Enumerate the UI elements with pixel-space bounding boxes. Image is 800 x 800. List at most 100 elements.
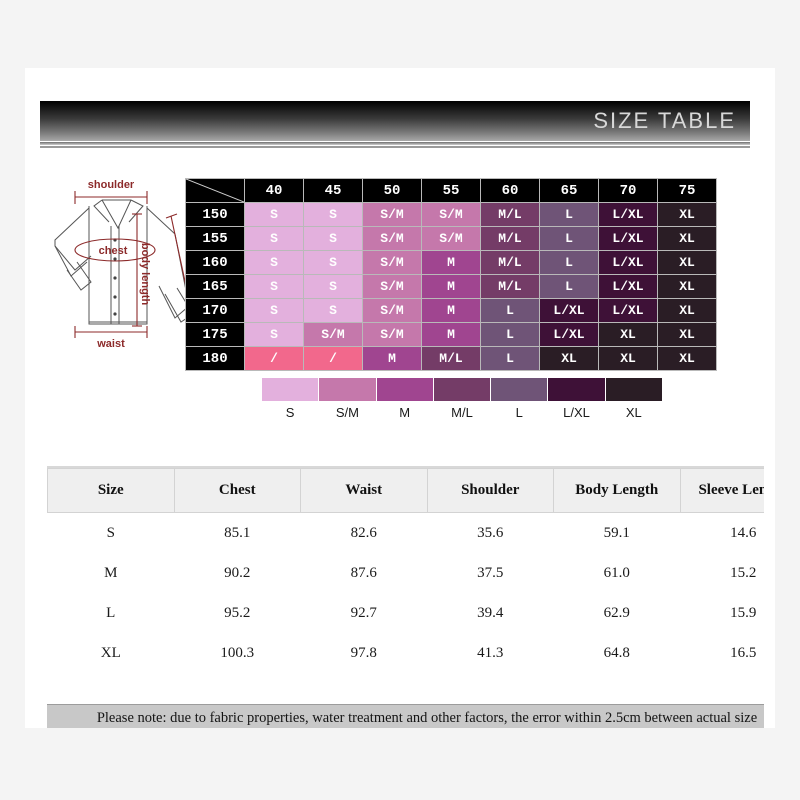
matrix-row: 175 S S/M S/M M L L/XL XL XL	[186, 323, 716, 346]
disclaimer-line-1: Please note: due to fabric properties, w…	[96, 710, 758, 726]
matrix-row-header-150: 150	[186, 203, 244, 226]
measurement-row: XL 100.3 97.8 41.3 64.8 16.5	[47, 633, 764, 673]
matrix-cell: /	[304, 347, 362, 370]
matrix-col-header-65: 65	[540, 179, 598, 202]
legend-swatch-l	[491, 378, 548, 401]
measurement-row: L 95.2 92.7 39.4 62.9 15.9	[47, 593, 764, 633]
measurement-cell-size: M	[47, 553, 175, 593]
matrix-cell: XL	[599, 347, 657, 370]
size-matrix-table: 40 45 50 55 60 65 70 75 150 S S S/M S/M M/L L L/XL XL 15…	[185, 178, 717, 371]
measurement-cell-size: XL	[47, 633, 175, 673]
matrix-cell: S	[245, 251, 303, 274]
legend-swatch-m	[376, 378, 433, 401]
diagram-label-chest: chest	[99, 245, 128, 257]
matrix-cell: M	[363, 347, 421, 370]
measurement-cell-body-length: 59.1	[553, 512, 681, 553]
matrix-row-header-170: 170	[186, 299, 244, 322]
legend-swatch-row	[262, 378, 662, 401]
matrix-row-header-155: 155	[186, 227, 244, 250]
measurement-cell-shoulder: 39.4	[426, 593, 554, 633]
matrix-cell: XL	[658, 275, 716, 298]
matrix-cell: M/L	[481, 275, 539, 298]
diagram-label-body-length: body length	[139, 243, 151, 306]
legend-swatch-l-xl	[548, 378, 605, 401]
matrix-cell: M	[422, 299, 480, 322]
matrix-cell: L/XL	[540, 323, 598, 346]
measurement-col-header: Shoulder	[426, 468, 554, 513]
matrix-cell: L/XL	[599, 275, 657, 298]
matrix-cell: S	[304, 203, 362, 226]
banner-rule-top	[40, 142, 750, 145]
matrix-header-row: 40 45 50 55 60 65 70 75	[186, 179, 716, 202]
measurement-cell-waist: 87.6	[300, 553, 428, 593]
shirt-measurement-diagram: shoulder chest waist body length sleeve	[47, 166, 202, 356]
matrix-cell: XL	[658, 203, 716, 226]
measurement-cell-sleeve-length: 16.5	[679, 633, 764, 673]
matrix-row: 170 S S S/M M L L/XL L/XL XL	[186, 299, 716, 322]
matrix-cell: L	[540, 275, 598, 298]
matrix-cell: M/L	[481, 227, 539, 250]
measurement-col-header: Size	[47, 468, 175, 513]
matrix-cell: S/M	[304, 323, 362, 346]
size-table-banner: SIZE TABLE	[40, 101, 750, 141]
matrix-cell: L	[540, 227, 598, 250]
measurement-cell-shoulder: 35.6	[426, 512, 554, 553]
measurement-cell-body-length: 61.0	[553, 553, 681, 593]
matrix-cell: XL	[658, 299, 716, 322]
legend-label-m: M	[399, 405, 411, 420]
legend-label-m-l: M/L	[451, 405, 473, 420]
matrix-cell: S/M	[422, 227, 480, 250]
measurement-header-row: Size Chest Waist Shoulder Body Length Sleeve …	[47, 468, 764, 513]
measurement-cell-body-length: 62.9	[553, 593, 681, 633]
matrix-cell: L	[481, 299, 539, 322]
measurement-cell-sleeve-length: 14.6	[679, 512, 764, 553]
matrix-cell: M/L	[481, 203, 539, 226]
matrix-cell: S/M	[363, 203, 421, 226]
matrix-cell: L/XL	[540, 299, 598, 322]
matrix-cell: S/M	[363, 251, 421, 274]
diagram-label-shoulder: shoulder	[88, 179, 135, 191]
matrix-cell: S	[304, 275, 362, 298]
legend-swatch-s	[262, 378, 319, 401]
measurement-col-header: Waist	[300, 468, 428, 513]
measurement-cell-shoulder: 41.3	[426, 633, 554, 673]
measurement-cell-waist: 97.8	[300, 633, 428, 673]
matrix-cell: M/L	[422, 347, 480, 370]
legend-label-s-m: S/M	[335, 405, 359, 420]
matrix-col-header-75: 75	[658, 179, 716, 202]
matrix-row: 180// M M/L L XL XL XL	[186, 347, 716, 370]
measurement-cell-chest: 100.3	[173, 633, 301, 673]
matrix-col-header-70: 70	[599, 179, 657, 202]
measurement-cell-body-length: 64.8	[553, 633, 681, 673]
matrix-cell: S/M	[363, 299, 421, 322]
matrix-cell: S	[304, 227, 362, 250]
matrix-cell: S/M	[422, 203, 480, 226]
matrix-col-header-60: 60	[481, 179, 539, 202]
matrix-cell: L/XL	[599, 251, 657, 274]
measurement-cell-chest: 95.2	[173, 593, 301, 633]
matrix-cell: L	[540, 251, 598, 274]
matrix-cell: S	[245, 323, 303, 346]
measurement-cell-shoulder: 37.5	[426, 553, 554, 593]
matrix-cell: L/XL	[599, 227, 657, 250]
disclaimer-note: Please note: due to fabric properties, w…	[47, 704, 764, 728]
diagram-label-waist: waist	[96, 338, 125, 350]
matrix-cell: XL	[658, 323, 716, 346]
disclaimer-note-text: Please note: due to fabric properties, w…	[47, 705, 764, 728]
measurement-body: S 85.1 82.6 35.6 59.1 14.6 M 90.2 87.6 37.5 61.0 15…	[47, 512, 764, 673]
matrix-cell: L	[481, 347, 539, 370]
matrix-col-header-55: 55	[422, 179, 480, 202]
legend-swatch-xl	[605, 378, 662, 401]
matrix-cell: S	[304, 251, 362, 274]
matrix-cell: S	[245, 275, 303, 298]
matrix-cell: XL	[658, 227, 716, 250]
matrix-cell: L/XL	[599, 203, 657, 226]
matrix-cell: S/M	[363, 323, 421, 346]
matrix-cell: M/L	[481, 251, 539, 274]
matrix-cell: XL	[540, 347, 598, 370]
measurement-col-header: Body Length	[553, 468, 681, 513]
matrix-cell: S	[304, 299, 362, 322]
measurement-cell-waist: 82.6	[300, 512, 428, 553]
legend-label-l-xl: L/XL	[563, 405, 590, 420]
